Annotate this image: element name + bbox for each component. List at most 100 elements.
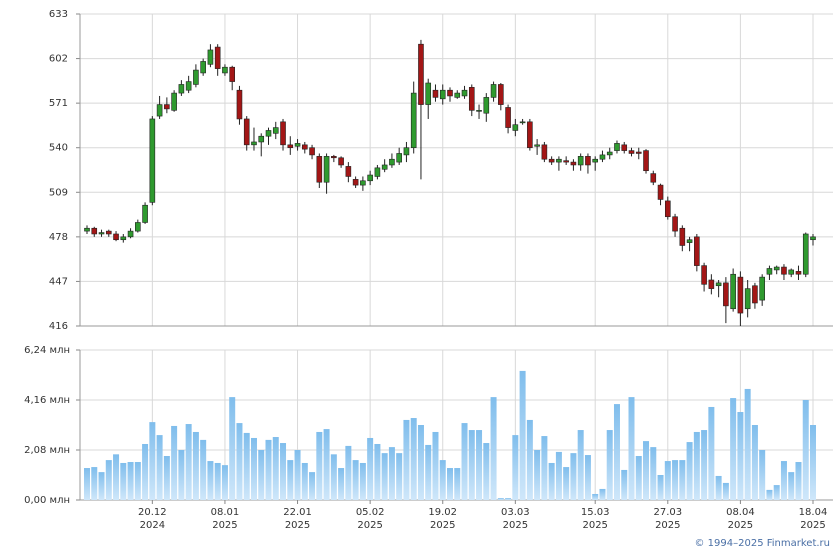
candle-body xyxy=(425,82,432,105)
volume-bar xyxy=(367,437,374,500)
volume-bar xyxy=(229,397,236,500)
candle-body xyxy=(490,84,497,98)
y-tick-label: 509 xyxy=(49,187,68,198)
volume-bar xyxy=(773,485,780,500)
volume-bar xyxy=(98,472,105,500)
volume-bar xyxy=(127,462,134,500)
x-tick-year: 2025 xyxy=(728,520,753,531)
volume-bar xyxy=(693,431,700,500)
volume-bar xyxy=(192,431,199,500)
volume-bar xyxy=(84,468,90,500)
volume-bar xyxy=(519,370,526,500)
volume-bar xyxy=(759,450,766,500)
candle-body xyxy=(345,166,352,177)
candle-body xyxy=(171,92,177,111)
volume-bar xyxy=(301,462,308,500)
candle-body xyxy=(243,118,250,146)
candle-body xyxy=(309,147,315,156)
candle-body xyxy=(672,216,678,232)
candle-body xyxy=(701,265,707,285)
volume-bar xyxy=(243,432,250,500)
volume-bar xyxy=(447,468,453,500)
candle-body xyxy=(534,144,540,147)
volume-bar xyxy=(461,423,468,500)
volume-bar xyxy=(381,453,388,500)
candle-body xyxy=(193,69,199,85)
candle-body xyxy=(272,127,279,134)
candle-body xyxy=(439,89,446,100)
volume-bar xyxy=(512,435,519,500)
candle-body xyxy=(614,143,620,151)
volume-bar xyxy=(795,462,802,500)
candle-body xyxy=(650,173,657,183)
volume-bar xyxy=(185,424,192,500)
volume-bar xyxy=(454,468,461,500)
volume-bar xyxy=(606,430,613,500)
volume-bar xyxy=(635,456,642,500)
volume-bar xyxy=(91,467,98,500)
volume-bar xyxy=(730,398,737,500)
candle-body xyxy=(410,92,417,149)
candle-body xyxy=(795,271,802,275)
x-tick-year: 2025 xyxy=(503,520,528,531)
candle-body xyxy=(301,144,308,150)
candle-body xyxy=(781,266,787,275)
y-tick-label: 416 xyxy=(49,321,68,332)
volume-bar xyxy=(708,406,715,500)
volume-bar xyxy=(149,422,156,500)
candle-body xyxy=(635,151,642,154)
volume-bar xyxy=(497,498,504,500)
candle-body xyxy=(454,92,461,98)
volume-bar xyxy=(686,442,693,500)
volume-bar xyxy=(410,418,417,500)
candle-body xyxy=(113,233,119,241)
candle-body xyxy=(98,232,105,235)
candle-body xyxy=(802,233,809,275)
candle-body xyxy=(476,110,482,112)
candle-body xyxy=(432,89,439,98)
x-tick-year: 2025 xyxy=(582,520,607,531)
x-tick-year: 2025 xyxy=(285,520,310,531)
candle-body xyxy=(621,144,628,151)
candle-body xyxy=(686,239,693,243)
x-tick-label: 27.03 xyxy=(653,507,682,518)
candle-body xyxy=(316,156,323,183)
candle-body xyxy=(556,158,562,163)
candle-body xyxy=(563,160,569,163)
candle-body xyxy=(715,282,722,287)
volume-bar xyxy=(621,469,628,500)
candle-body xyxy=(599,154,606,160)
candle-body xyxy=(723,282,729,307)
volume-bar xyxy=(309,472,316,500)
candle-body xyxy=(164,104,170,110)
candle-body xyxy=(541,144,548,160)
volume-bar xyxy=(490,397,497,500)
candle-body xyxy=(744,288,751,310)
candle-body xyxy=(519,121,526,124)
x-tick-year: 2025 xyxy=(655,520,680,531)
volume-bar xyxy=(643,441,650,500)
volume-bar xyxy=(541,436,548,500)
volume-bar xyxy=(751,425,758,500)
volume-bar xyxy=(265,439,272,500)
candle-body xyxy=(120,236,127,241)
y-tick-label: 4,16 млн xyxy=(24,395,70,406)
candle-body xyxy=(229,66,235,82)
candle-body xyxy=(548,158,555,163)
candle-body xyxy=(352,179,359,186)
y-tick-label: 540 xyxy=(49,143,68,154)
candle-body xyxy=(418,43,424,105)
volume-bar xyxy=(171,425,178,500)
candle-body xyxy=(694,236,700,266)
volume-bar xyxy=(766,489,773,500)
volume-bar xyxy=(526,419,533,500)
candle-body xyxy=(766,268,773,275)
volume-bar xyxy=(163,456,170,500)
candle-body xyxy=(207,49,214,65)
volume-bar xyxy=(722,482,729,500)
volume-bar xyxy=(221,465,228,500)
footer: © 1994–2025 Finmarket.ru xyxy=(694,538,830,549)
volume-bar xyxy=(396,453,403,500)
candle-body xyxy=(381,164,388,170)
volume-bar xyxy=(701,430,708,500)
